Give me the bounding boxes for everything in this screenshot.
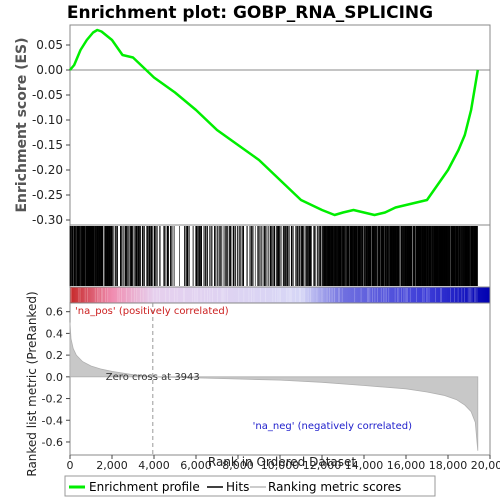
top-y-tick-label: -0.05: [32, 88, 63, 102]
top-y-tick-label: 0.00: [36, 63, 63, 77]
bottom-y-tick-label: -0.4: [42, 414, 63, 427]
positive-label: 'na_pos' (positively correlated): [75, 306, 229, 317]
legend-hits-label: Hits: [226, 480, 249, 494]
x-tick-label: 4,000: [138, 459, 170, 472]
top-y-tick-label: -0.25: [32, 188, 63, 202]
top-y-tick-labels: 0.05 0.00 -0.05 -0.10 -0.15 -0.20 -0.25 -0.30: [32, 38, 63, 227]
x-tick-label: 20,000: [471, 459, 500, 472]
x-tick-label: 0: [67, 459, 74, 472]
top-y-tick-label: 0.05: [36, 38, 63, 52]
top-y-axis-label: Enrichment score (ES): [14, 37, 30, 212]
bottom-y-tick-label: 0.6: [46, 306, 64, 319]
zero-cross-label: Zero cross at 3943: [106, 372, 200, 383]
x-tick-label: 18,000: [429, 459, 468, 472]
x-tick-label: 16,000: [387, 459, 426, 472]
bottom-y-tick-label: 0.0: [46, 371, 64, 384]
top-y-tick-label: -0.15: [32, 138, 63, 152]
x-axis-label: Rank in Ordered Dataset: [208, 455, 356, 469]
legend: Enrichment profile Hits Ranking metric s…: [65, 476, 435, 496]
top-panel-ticks: [66, 45, 70, 220]
bottom-panel-ticks: [66, 312, 70, 442]
bottom-y-tick-label: 0.4: [46, 327, 64, 340]
bottom-y-tick-label: 0.2: [46, 349, 64, 362]
top-y-tick-label: -0.30: [32, 213, 63, 227]
negative-label: 'na_neg' (negatively correlated): [253, 421, 412, 432]
x-tick-label: 2,000: [96, 459, 128, 472]
ranking-color-bar: [70, 287, 490, 303]
top-y-tick-label: -0.20: [32, 163, 63, 177]
bottom-y-tick-labels: 0.6 0.4 0.2 0.0 -0.2 -0.4 -0.6: [42, 306, 63, 449]
bottom-y-axis-label: Ranked list metric (PreRanked): [25, 291, 39, 476]
legend-enrichment-label: Enrichment profile: [89, 480, 200, 494]
chart-title: Enrichment plot: GOBP_RNA_SPLICING: [67, 3, 433, 23]
enrichment-panel: [70, 25, 490, 225]
bottom-y-tick-label: -0.2: [42, 393, 63, 406]
top-y-tick-label: -0.10: [32, 113, 63, 127]
bottom-y-tick-label: -0.6: [42, 436, 63, 449]
legend-ranking-label: Ranking metric scores: [268, 480, 401, 494]
